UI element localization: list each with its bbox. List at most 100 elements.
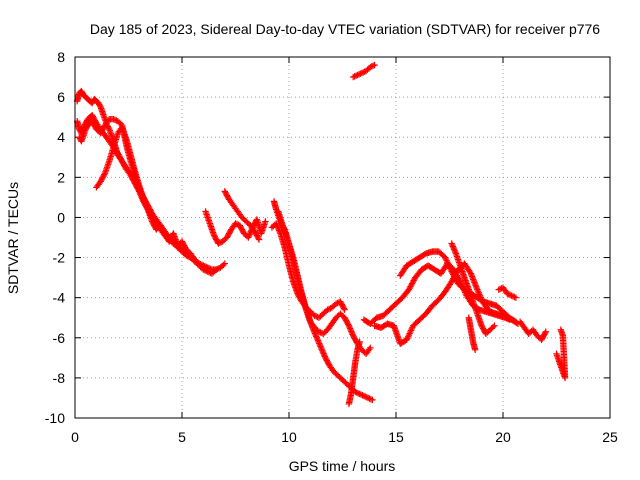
data-point (357, 391, 365, 398)
y-tick-label: -8 (53, 370, 66, 386)
x-tick-label: 10 (281, 429, 297, 445)
data-point (511, 317, 518, 325)
grid-lines (75, 57, 610, 418)
x-axis-label: GPS time / hours (289, 458, 396, 474)
data-point (174, 240, 181, 247)
series-track-g (270, 198, 374, 358)
x-tick-label: 25 (602, 429, 618, 445)
x-tick-labels: 0 5 10 15 20 25 (71, 429, 618, 445)
data-point (314, 337, 322, 344)
data-point (369, 62, 377, 69)
data-point (504, 290, 511, 297)
data-point (512, 294, 520, 301)
y-tick-label: 0 (57, 209, 65, 225)
data-point (366, 346, 373, 353)
data-point (356, 338, 363, 345)
data-point (312, 331, 319, 339)
data-point (142, 200, 149, 207)
data-point (274, 224, 282, 231)
series-track-p (465, 314, 479, 354)
data-point (233, 220, 241, 228)
data-point (216, 239, 224, 247)
data-point (214, 265, 221, 273)
data-point (359, 69, 367, 76)
data-point (110, 115, 117, 123)
data-point (220, 261, 227, 269)
data-point (309, 324, 316, 331)
series-track-c (76, 115, 199, 263)
data-point (201, 263, 209, 270)
data-point (313, 333, 320, 340)
data-point (245, 232, 253, 240)
series-track-d (93, 123, 181, 247)
data-point (311, 330, 319, 337)
data-point (316, 341, 324, 349)
data-point (511, 293, 518, 301)
data-point (449, 241, 456, 249)
series-track-n (397, 248, 520, 325)
data-point (508, 292, 515, 299)
data-point (366, 395, 373, 402)
data-point (353, 389, 360, 396)
series-track-i (268, 220, 348, 321)
data-point (274, 223, 281, 230)
data-point (371, 61, 378, 69)
data-point (352, 72, 360, 79)
data-point (450, 244, 457, 252)
data-point (142, 201, 150, 209)
data-point (96, 102, 104, 110)
data-point (491, 322, 498, 329)
y-tick-labels: -10 -8 -6 -4 -2 0 2 4 6 8 (45, 49, 65, 426)
data-point (466, 268, 474, 276)
series-track-s (553, 326, 569, 382)
data-point (275, 225, 282, 233)
data-point (367, 396, 375, 403)
data-point (246, 231, 253, 238)
data-point (207, 265, 214, 273)
data-point (324, 306, 331, 313)
data-point (368, 63, 375, 70)
data-point (262, 218, 269, 225)
data-point (318, 346, 325, 353)
data-point (190, 254, 197, 262)
data-point (451, 247, 458, 254)
y-tick-label: -4 (53, 290, 66, 306)
data-point (319, 348, 327, 356)
data-point (203, 263, 210, 271)
series-track-b (73, 111, 228, 273)
data-point (363, 394, 370, 401)
data-point (314, 336, 321, 343)
data-point (143, 203, 150, 210)
chart-title: Day 185 of 2023, Sidereal Day-to-day VTE… (90, 21, 600, 37)
data-point (191, 256, 199, 263)
data-point (348, 328, 355, 335)
series-track-r (516, 318, 549, 343)
data-point (232, 220, 239, 227)
data-point (369, 396, 376, 404)
data-point (320, 351, 328, 359)
data-point (360, 392, 368, 400)
data-point (332, 300, 340, 307)
data-point (273, 221, 280, 229)
data-point (345, 321, 352, 328)
data-point (317, 343, 324, 350)
data-point (489, 323, 497, 331)
data-point (315, 338, 322, 346)
data-point (452, 248, 459, 256)
data-point (356, 390, 363, 398)
data-point (309, 325, 317, 333)
data-point (349, 331, 356, 338)
data-point (245, 234, 252, 241)
data-point (346, 323, 353, 331)
y-tick-label: -2 (53, 250, 66, 266)
x-tick-label: 15 (388, 429, 404, 445)
series-track-e (202, 208, 269, 247)
data-point (204, 264, 211, 271)
data-point (255, 236, 263, 243)
x-tick-label: 20 (495, 429, 511, 445)
data-point (316, 340, 323, 347)
y-tick-label: 2 (57, 169, 65, 185)
data-point (213, 266, 220, 273)
data-point (355, 71, 363, 78)
data-point (495, 286, 502, 293)
